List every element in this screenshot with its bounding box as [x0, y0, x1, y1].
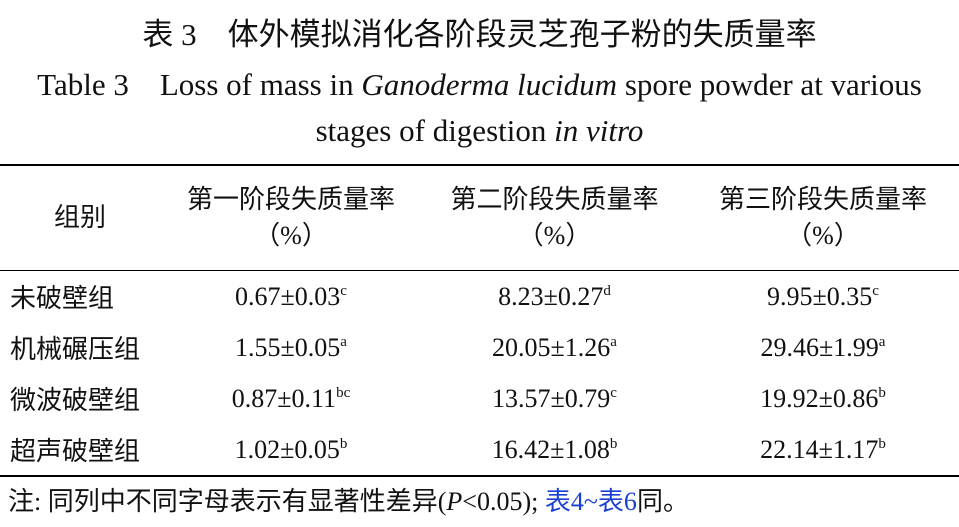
group-cell: 超声破壁组: [10, 437, 141, 466]
header-unit: （%）: [254, 221, 328, 250]
cell-value: 20.05±1.26: [492, 332, 611, 362]
significance-letter: b: [609, 435, 618, 452]
header-unit: （%）: [517, 221, 592, 250]
header-unit: （%）: [786, 221, 860, 250]
cell-value: 29.46±1.99: [760, 332, 879, 362]
value-cell: 16.42±1.08b: [422, 424, 687, 476]
significance-letter: c: [872, 282, 879, 299]
significance-letter: c: [340, 282, 347, 299]
value-cell: 1.55±0.05a: [160, 322, 422, 373]
title-en-italic: in vitro: [554, 113, 644, 148]
header-cell: 第一阶段失质量率 （%）: [160, 165, 422, 271]
title-en-part: Table 3 Loss of mass in: [37, 67, 362, 102]
cell-value: 13.57±0.79: [492, 383, 611, 413]
cell-value: 1.02±0.05: [234, 434, 340, 464]
header-cell: 第二阶段失质量率 （%）: [422, 165, 687, 271]
table-row: 超声破壁组 1.02±0.05b 16.42±1.08b 22.14±1.17b: [0, 424, 959, 476]
header-cell: 组别: [0, 165, 160, 271]
value-cell: 29.46±1.99a: [687, 322, 959, 373]
note-italic: P: [446, 487, 463, 516]
title-en-part: spore powder at various stages of digest…: [315, 67, 922, 148]
header-label: 组别: [53, 203, 106, 232]
cell-value: 1.55±0.05: [235, 332, 341, 362]
header-cell: 第三阶段失质量率 （%）: [687, 165, 959, 271]
significance-letter: b: [878, 435, 886, 452]
cell-value: 9.95±0.35: [767, 281, 873, 311]
value-cell: 9.95±0.35c: [687, 271, 959, 323]
value-cell: 22.14±1.17b: [687, 424, 959, 476]
header-row: 组别 第一阶段失质量率 （%） 第二阶段失质量率 （%） 第三阶段失质量率 （%）: [0, 165, 959, 271]
group-cell: 微波破壁组: [10, 386, 141, 415]
note: 注: 同列中不同字母表示有显著性差异(P<0.05); 表4~表6同。: [8, 484, 689, 520]
cell-value: 8.23±0.27: [498, 281, 604, 311]
cell-value: 0.67±0.03: [235, 281, 341, 311]
significance-letter: bc: [336, 384, 351, 401]
significance-letter: b: [878, 384, 886, 401]
group-cell: 未破壁组: [10, 284, 115, 313]
note-text: 注: 同列中不同字母表示有显著性差异(: [8, 487, 447, 516]
table-link[interactable]: 表6: [597, 487, 637, 516]
value-cell: 1.02±0.05b: [160, 424, 422, 476]
group-cell: 机械碾压组: [10, 335, 141, 364]
value-cell: 19.92±0.86b: [687, 373, 959, 424]
significance-letter: b: [339, 435, 348, 452]
cell-value: 0.87±0.11: [231, 383, 337, 413]
value-cell: 0.67±0.03c: [160, 271, 422, 323]
title-en-italic: Ganoderma lucidum: [361, 67, 618, 102]
header-label: 第二阶段失质量率: [450, 185, 659, 214]
note-text: <0.05);: [462, 487, 545, 516]
value-cell: 20.05±1.26a: [422, 322, 687, 373]
significance-letter: c: [610, 384, 617, 401]
data-table: 组别 第一阶段失质量率 （%） 第二阶段失质量率 （%） 第三阶段失质量率 （%） 未破壁组…: [0, 164, 959, 477]
value-cell: 13.57±0.79c: [422, 373, 687, 424]
note-text: 同。: [636, 487, 689, 516]
significance-letter: a: [610, 333, 617, 350]
cell-value: 16.42±1.08: [491, 434, 610, 464]
table-link[interactable]: 表4: [544, 487, 584, 516]
value-cell: 8.23±0.27d: [422, 271, 687, 323]
cell-value: 22.14±1.17: [760, 434, 879, 464]
significance-letter: a: [878, 333, 886, 350]
title-en: Table 3 Loss of mass in Ganoderma lucidu…: [0, 62, 959, 154]
table-row: 机械碾压组 1.55±0.05a 20.05±1.26a 29.46±1.99a: [0, 322, 959, 373]
header-label: 第一阶段失质量率: [186, 185, 395, 214]
table-row: 未破壁组 0.67±0.03c 8.23±0.27d 9.95±0.35c: [0, 271, 959, 323]
value-cell: 0.87±0.11bc: [160, 373, 422, 424]
cell-value: 19.92±0.86: [760, 383, 879, 413]
significance-letter: a: [340, 333, 347, 350]
significance-letter: d: [603, 282, 611, 299]
header-label: 第三阶段失质量率: [718, 185, 927, 214]
title-cn: 表 3 体外模拟消化各阶段灵芝孢子粉的失质量率: [142, 17, 817, 52]
note-text: ~: [583, 487, 598, 516]
table-row: 微波破壁组 0.87±0.11bc 13.57±0.79c 19.92±0.86b: [0, 373, 959, 424]
